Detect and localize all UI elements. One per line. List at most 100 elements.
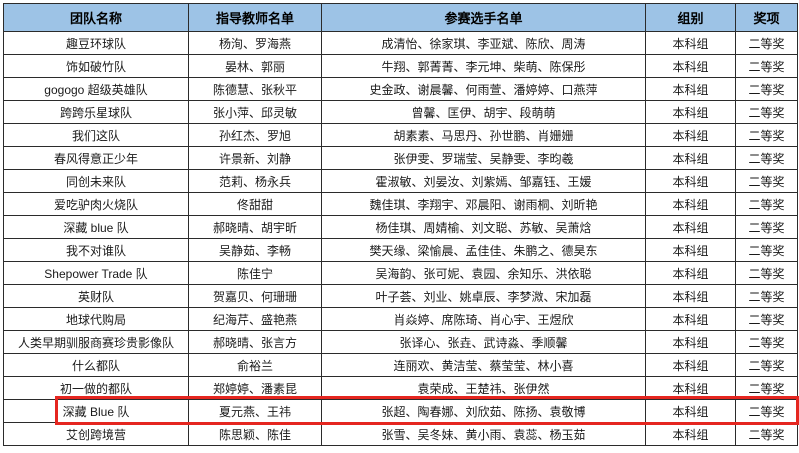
- cell-teachers: 范莉、杨永兵: [188, 169, 322, 193]
- cell-group: 本科组: [645, 238, 736, 262]
- cell-team: 跨跨乐星球队: [3, 100, 189, 124]
- cell-participants: 叶子荟、刘业、姚卓辰、李梦溦、宋加磊: [321, 284, 646, 308]
- cell-participants: 霍淑敏、刘晏汝、刘紫嫣、邹嘉钰、王媛: [321, 169, 646, 193]
- cell-teachers: 郝晓晴、张言方: [188, 330, 322, 354]
- cell-team: 初一做的都队: [3, 376, 189, 400]
- cell-participants: 史金政、谢晨馨、何雨萱、潘婷婷、口燕萍: [321, 77, 646, 101]
- cell-teachers: 纪海芹、盛艳燕: [188, 307, 322, 331]
- cell-award: 二等奖: [735, 353, 798, 377]
- cell-group: 本科组: [645, 54, 736, 78]
- cell-teachers: 贺嘉贝、何珊珊: [188, 284, 322, 308]
- cell-teachers: 陈德慧、张秋平: [188, 77, 322, 101]
- cell-group: 本科组: [645, 169, 736, 193]
- cell-teachers: 郝晓晴、胡宇昕: [188, 215, 322, 239]
- cell-group: 本科组: [645, 284, 736, 308]
- column-header-award: 奖项: [735, 3, 798, 32]
- cell-team: 深藏 Blue 队: [3, 399, 189, 423]
- cell-participants: 成清怡、徐家琪、李亚斌、陈欣、周涛: [321, 31, 646, 55]
- column-header-team: 团队名称: [3, 3, 189, 32]
- table-row: gogogo 超级英雄队 陈德慧、张秋平 史金政、谢晨馨、何雨萱、潘婷婷、口燕萍 本科…: [3, 77, 798, 101]
- cell-team: Shepower Trade 队: [3, 261, 189, 285]
- table-row: 饰如破竹队 晏林、郭丽 牛翔、郭菁菁、李元坤、柴萌、陈保彤 本科组 二等奖: [3, 54, 798, 78]
- cell-participants: 肖焱婷、席陈琦、肖心宇、王煜欣: [321, 307, 646, 331]
- table-row: 初一做的都队 郑婷婷、潘素昆 袁荣成、王楚祎、张伊然 本科组 二等奖: [3, 376, 798, 400]
- cell-participants: 吴海韵、张可妮、袁园、余知乐、洪依聪: [321, 261, 646, 285]
- cell-participants: 连丽欢、黄洁莹、蔡莹莹、林小喜: [321, 353, 646, 377]
- cell-group: 本科组: [645, 77, 736, 101]
- cell-team: 饰如破竹队: [3, 54, 189, 78]
- table-row: 同创未来队 范莉、杨永兵 霍淑敏、刘晏汝、刘紫嫣、邹嘉钰、王媛 本科组 二等奖: [3, 169, 798, 193]
- cell-award: 二等奖: [735, 54, 798, 78]
- table-header: 团队名称 指导教师名单 参赛选手名单 组别 奖项: [3, 3, 798, 32]
- cell-award: 二等奖: [735, 330, 798, 354]
- cell-team: 趣豆环球队: [3, 31, 189, 55]
- cell-participants: 魏佳琪、李翔宇、邓晨阳、谢雨桐、刘昕艳: [321, 192, 646, 216]
- cell-award: 二等奖: [735, 422, 798, 446]
- table-row: 人类早期驯服商赛珍贵影像队 郝晓晴、张言方 张译心、张垚、武诗淼、季顺馨 本科组 二等奖: [3, 330, 798, 354]
- cell-award: 二等奖: [735, 261, 798, 285]
- cell-award: 二等奖: [735, 307, 798, 331]
- cell-team: 英财队: [3, 284, 189, 308]
- cell-group: 本科组: [645, 100, 736, 124]
- cell-participants: 张超、陶春娜、刘欣茹、陈扬、袁敬博: [321, 399, 646, 423]
- cell-team: 人类早期驯服商赛珍贵影像队: [3, 330, 189, 354]
- cell-teachers: 陈思颖、陈佳: [188, 422, 322, 446]
- cell-participants: 张雪、吴冬妹、黄小雨、袁蕊、杨玉茹: [321, 422, 646, 446]
- awards-table-wrap: 团队名称 指导教师名单 参赛选手名单 组别 奖项 趣豆环球队 杨洵、罗海燕 成清怡、徐家琪、…: [3, 3, 799, 446]
- cell-teachers: 孙红杰、罗旭: [188, 123, 322, 147]
- cell-award: 二等奖: [735, 123, 798, 147]
- cell-group: 本科组: [645, 146, 736, 170]
- cell-team: 地球代购局: [3, 307, 189, 331]
- column-header-participants: 参赛选手名单: [321, 3, 646, 32]
- cell-award: 二等奖: [735, 399, 798, 423]
- cell-group: 本科组: [645, 123, 736, 147]
- cell-award: 二等奖: [735, 238, 798, 262]
- cell-award: 二等奖: [735, 100, 798, 124]
- cell-teachers: 陈佳宁: [188, 261, 322, 285]
- cell-team: 春风得意正少年: [3, 146, 189, 170]
- cell-group: 本科组: [645, 399, 736, 423]
- cell-teachers: 许景新、刘静: [188, 146, 322, 170]
- column-header-teachers: 指导教师名单: [188, 3, 322, 32]
- cell-teachers: 郑婷婷、潘素昆: [188, 376, 322, 400]
- awards-table: 团队名称 指导教师名单 参赛选手名单 组别 奖项 趣豆环球队 杨洵、罗海燕 成清怡、徐家琪、…: [3, 3, 798, 446]
- cell-teachers: 晏林、郭丽: [188, 54, 322, 78]
- cell-team: 深藏 blue 队: [3, 215, 189, 239]
- table-row-highlighted: 深藏 Blue 队夏元燕、王祎 张超、陶春娜、刘欣茹、陈扬、袁敬博 本科组 二等奖: [3, 399, 798, 423]
- table-row: 地球代购局 纪海芹、盛艳燕 肖焱婷、席陈琦、肖心宇、王煜欣 本科组 二等奖: [3, 307, 798, 331]
- cell-team: 爱吃驴肉火烧队: [3, 192, 189, 216]
- cell-team: 同创未来队: [3, 169, 189, 193]
- cell-team: 我们这队: [3, 123, 189, 147]
- cell-participants: 杨佳琪、周婧榆、刘文聪、苏敏、吴萧焓: [321, 215, 646, 239]
- table-row: 什么都队 俞裕兰 连丽欢、黄洁莹、蔡莹莹、林小喜 本科组 二等奖: [3, 353, 798, 377]
- table-row: Shepower Trade 队陈佳宁 吴海韵、张可妮、袁园、余知乐、洪依聪 本科组…: [3, 261, 798, 285]
- table-row: 春风得意正少年 许景新、刘静 张伊雯、罗瑞莹、吴静雯、李昀羲 本科组 二等奖: [3, 146, 798, 170]
- cell-award: 二等奖: [735, 284, 798, 308]
- header-row: 团队名称 指导教师名单 参赛选手名单 组别 奖项: [3, 3, 798, 32]
- cell-teachers: 张小萍、邱灵敏: [188, 100, 322, 124]
- table-row: 我不对谁队 吴静茹、李畅 樊天缘、梁愉晨、孟佳佳、朱鹏之、德昊东 本科组 二等奖: [3, 238, 798, 262]
- cell-award: 二等奖: [735, 192, 798, 216]
- cell-team: 什么都队: [3, 353, 189, 377]
- table-row: 趣豆环球队 杨洵、罗海燕 成清怡、徐家琪、李亚斌、陈欣、周涛 本科组 二等奖: [3, 31, 798, 55]
- cell-group: 本科组: [645, 307, 736, 331]
- cell-participants: 樊天缘、梁愉晨、孟佳佳、朱鹏之、德昊东: [321, 238, 646, 262]
- cell-group: 本科组: [645, 31, 736, 55]
- cell-team: 艾创跨境营: [3, 422, 189, 446]
- table-row: 艾创跨境营 陈思颖、陈佳 张雪、吴冬妹、黄小雨、袁蕊、杨玉茹 本科组 二等奖: [3, 422, 798, 446]
- cell-participants: 张伊雯、罗瑞莹、吴静雯、李昀羲: [321, 146, 646, 170]
- cell-team: 我不对谁队: [3, 238, 189, 262]
- cell-team: gogogo 超级英雄队: [3, 77, 189, 101]
- cell-participants: 袁荣成、王楚祎、张伊然: [321, 376, 646, 400]
- cell-teachers: 吴静茹、李畅: [188, 238, 322, 262]
- table-body: 趣豆环球队 杨洵、罗海燕 成清怡、徐家琪、李亚斌、陈欣、周涛 本科组 二等奖 饰如破竹队晏…: [3, 31, 798, 446]
- cell-award: 二等奖: [735, 376, 798, 400]
- cell-teachers: 杨洵、罗海燕: [188, 31, 322, 55]
- cell-group: 本科组: [645, 376, 736, 400]
- cell-award: 二等奖: [735, 146, 798, 170]
- cell-participants: 张译心、张垚、武诗淼、季顺馨: [321, 330, 646, 354]
- cell-award: 二等奖: [735, 169, 798, 193]
- cell-participants: 胡素素、马思丹、孙世鹏、肖姗姗: [321, 123, 646, 147]
- cell-group: 本科组: [645, 215, 736, 239]
